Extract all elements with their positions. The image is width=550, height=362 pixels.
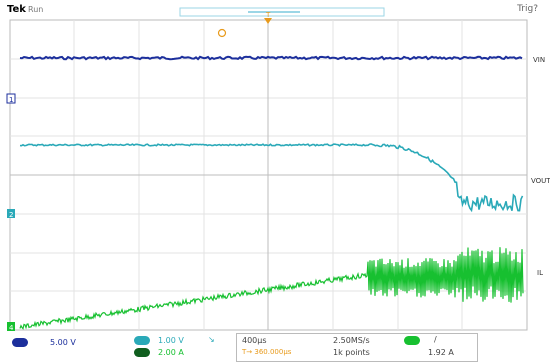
trigger-offset: T→ 360.000µs	[242, 348, 292, 356]
sample-rate: 2.50MS/s	[333, 336, 370, 345]
trigger-level: 1.92 A	[428, 348, 454, 357]
channel4-scale: 2.00 A	[158, 348, 184, 357]
channel2-ground-marker	[7, 209, 15, 218]
channel1-ground-marker	[6, 93, 16, 104]
bottom-status-bar: 5.00 V 1.00 V ↘ 2.00 A 400µs T→ 360.000µ…	[0, 332, 550, 362]
il-waveform	[19, 247, 524, 330]
record-length: 1k points	[333, 348, 370, 357]
channel4-marker-label: 4	[9, 324, 14, 332]
channel2-scale: 1.00 V	[158, 336, 184, 345]
record-view-bar	[179, 7, 385, 17]
channel4-ground-marker	[7, 322, 15, 331]
trigger-position-marker	[264, 18, 272, 24]
graticule-center-axes	[10, 20, 527, 330]
trigger-position-label: T	[265, 11, 271, 19]
channel2-marker-label: 2	[9, 211, 13, 219]
vin-trace-label: VIN	[533, 56, 545, 64]
channel1-scale: 5.00 V	[50, 338, 76, 347]
vin-waveform	[19, 55, 523, 61]
trigger-source-indicator[interactable]	[404, 336, 420, 345]
vout-trace-label: VOUT	[531, 177, 550, 185]
vout-waveform	[19, 143, 524, 213]
trigger-level-marker	[217, 28, 227, 38]
top-status-bar: Tek Run Trig?	[0, 0, 550, 20]
channel1-indicator[interactable]	[12, 338, 28, 347]
il-trace-label: IL	[537, 269, 543, 277]
channel1-marker-label: 1	[9, 96, 13, 104]
channel4-indicator[interactable]	[134, 348, 150, 357]
acquisition-state: Run	[28, 5, 44, 14]
timebase-scale: 400µs	[242, 336, 267, 345]
channel2-bandwidth-icon: ↘	[208, 335, 215, 344]
channel2-indicator[interactable]	[134, 336, 150, 345]
trigger-slope-icon: /	[434, 335, 437, 344]
trigger-status: Trig?	[517, 4, 538, 14]
brand-label: Tek	[7, 4, 26, 15]
